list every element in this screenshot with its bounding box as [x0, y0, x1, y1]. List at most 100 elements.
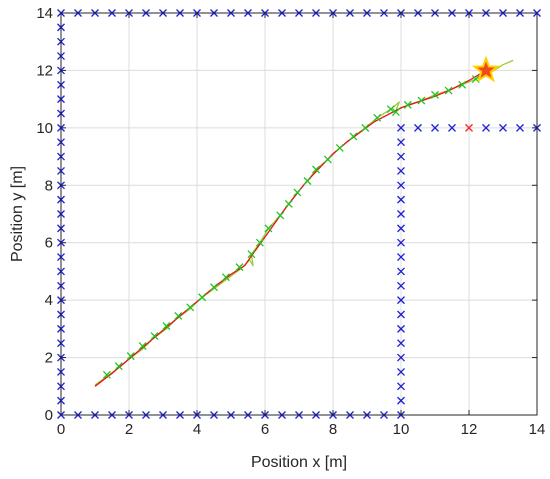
x-tick-label: 10 — [393, 421, 410, 438]
x-marker-stroke — [264, 224, 273, 233]
x-marker — [221, 273, 230, 282]
x-marker-stroke — [186, 303, 195, 312]
x-marker-stroke — [431, 123, 439, 132]
x-marker-stroke — [403, 100, 412, 109]
x-marker — [361, 123, 370, 132]
y-tick-label: 8 — [45, 177, 53, 194]
y-tick-label: 2 — [45, 350, 53, 367]
x-marker-stroke — [397, 195, 405, 204]
x-marker — [293, 188, 302, 197]
x-marker-stroke — [448, 123, 456, 132]
x-marker — [323, 155, 332, 164]
x-marker-stroke — [397, 324, 405, 333]
x-marker-stroke — [255, 238, 264, 247]
x-marker — [335, 143, 344, 152]
x-marker — [397, 367, 405, 376]
x-marker — [162, 322, 171, 330]
x-marker-stroke — [276, 211, 285, 220]
x-marker — [102, 370, 111, 379]
x-marker-stroke — [162, 322, 171, 330]
x-tick-label: 6 — [261, 421, 269, 438]
x-marker-stroke — [458, 80, 467, 89]
x-marker-stroke — [397, 238, 405, 247]
y-axis-label: Position y [m] — [9, 166, 26, 262]
x-marker-stroke — [431, 90, 439, 99]
x-marker-stroke — [397, 396, 405, 405]
goal-star-icon — [471, 55, 501, 83]
x-marker — [397, 281, 405, 290]
x-marker-stroke — [293, 188, 302, 197]
x-marker-stroke — [397, 253, 405, 262]
x-marker-stroke — [444, 86, 453, 95]
x-marker — [373, 113, 382, 122]
x-marker — [458, 80, 467, 89]
x-marker-stroke — [126, 352, 135, 361]
x-marker — [414, 123, 422, 132]
x-marker — [397, 310, 405, 319]
x-marker-stroke — [397, 210, 405, 218]
x-marker — [397, 253, 405, 262]
x-marker — [349, 132, 358, 141]
x-marker-stroke — [397, 123, 405, 132]
x-marker — [198, 293, 207, 302]
x-marker-stroke — [499, 123, 507, 132]
x-marker — [397, 138, 405, 147]
x-marker — [397, 210, 405, 218]
x-marker-stroke — [349, 132, 358, 141]
y-tick-label: 12 — [36, 62, 53, 79]
x-tick-label: 2 — [125, 421, 133, 438]
x-marker-stroke — [198, 293, 207, 302]
series-1 — [465, 123, 473, 132]
x-marker-stroke — [386, 105, 395, 114]
x-marker-stroke — [323, 155, 332, 164]
x-marker-stroke — [397, 166, 405, 175]
x-marker — [397, 353, 405, 362]
x-marker-stroke — [174, 311, 183, 320]
x-marker — [403, 100, 412, 109]
x-marker-stroke — [397, 296, 405, 305]
x-marker — [482, 123, 490, 132]
x-marker — [255, 238, 264, 247]
x-marker-stroke — [210, 283, 218, 292]
x-marker-stroke — [150, 332, 159, 340]
x-marker — [397, 296, 405, 305]
x-marker — [186, 303, 195, 312]
x-marker — [150, 332, 159, 340]
x-marker-stroke — [397, 281, 405, 290]
x-marker — [417, 96, 426, 105]
x-marker-stroke — [391, 108, 400, 117]
x-marker — [444, 86, 453, 95]
x-marker-stroke — [397, 382, 405, 391]
x-marker — [174, 311, 183, 320]
x-marker — [397, 238, 405, 247]
x-marker — [397, 123, 405, 132]
x-marker — [276, 211, 285, 220]
x-marker-stroke — [397, 353, 405, 362]
x-tick-label: 14 — [529, 421, 546, 438]
x-marker — [138, 342, 147, 351]
x-marker-stroke — [397, 138, 405, 147]
x-marker — [397, 339, 405, 348]
x-marker — [431, 90, 439, 99]
series-4 — [102, 75, 480, 379]
x-marker — [126, 352, 135, 361]
x-tick-label: 8 — [329, 421, 337, 438]
x-marker — [397, 324, 405, 333]
x-marker — [247, 250, 256, 259]
x-marker — [397, 152, 405, 161]
x-marker-stroke — [397, 310, 405, 319]
x-marker — [499, 123, 507, 132]
x-marker-stroke — [235, 263, 244, 272]
x-marker-stroke — [303, 177, 312, 185]
grid — [61, 13, 537, 415]
y-tick-label: 10 — [36, 120, 53, 137]
x-marker-stroke — [397, 181, 405, 190]
x-marker-stroke — [138, 342, 147, 351]
x-marker-stroke — [465, 123, 473, 132]
x-marker — [303, 177, 312, 185]
x-marker — [312, 165, 320, 174]
x-marker-stroke — [397, 339, 405, 348]
x-tick-label: 4 — [193, 421, 201, 438]
x-marker-stroke — [361, 123, 370, 132]
